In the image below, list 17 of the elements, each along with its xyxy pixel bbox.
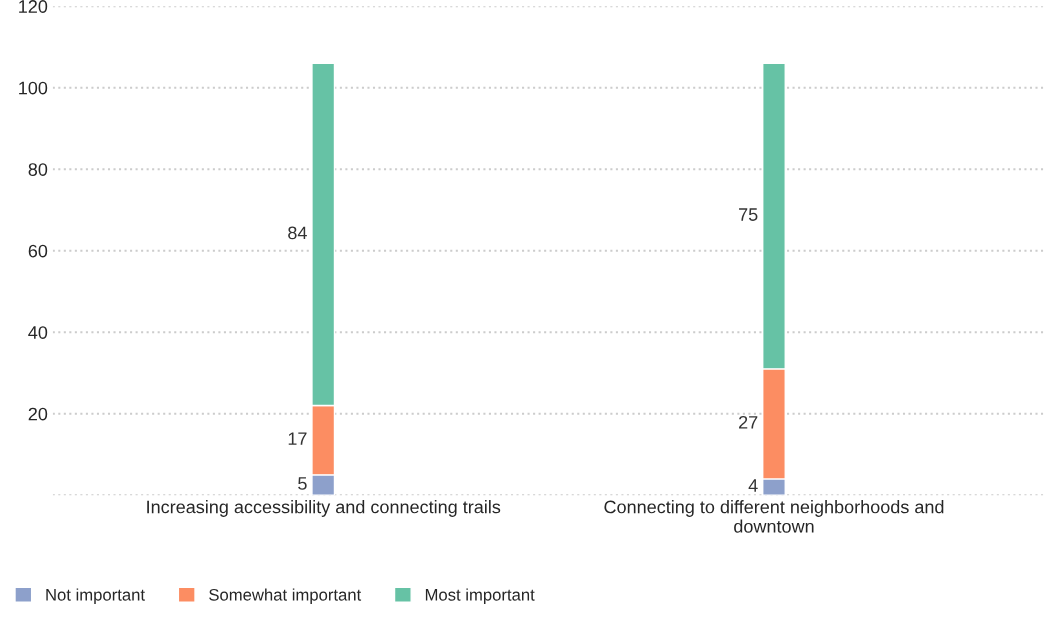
y-tick-label: 80	[28, 163, 48, 176]
y-tick-label: 120	[19, 0, 48, 13]
data-label: 84	[288, 226, 307, 240]
data-label: 27	[739, 415, 758, 429]
data-label: 75	[739, 208, 758, 221]
data-label: 17	[288, 432, 307, 445]
legend-label: Somewhat important	[209, 588, 362, 604]
legend-label: Not important	[46, 588, 145, 604]
data-label: 5	[298, 477, 307, 490]
y-tick-label: 40	[28, 326, 48, 339]
x-tick-label: Increasing accessibility and connecting trails	[147, 500, 501, 517]
y-tick-label: 100	[19, 81, 48, 95]
y-tick-label: 60	[28, 244, 48, 258]
y-tick-label: 20	[28, 407, 48, 421]
data-label: 4	[748, 479, 758, 492]
legend-label: Most important	[425, 588, 535, 604]
x-tick-label: Connecting to different neighborhoods and downtown	[604, 500, 944, 533]
